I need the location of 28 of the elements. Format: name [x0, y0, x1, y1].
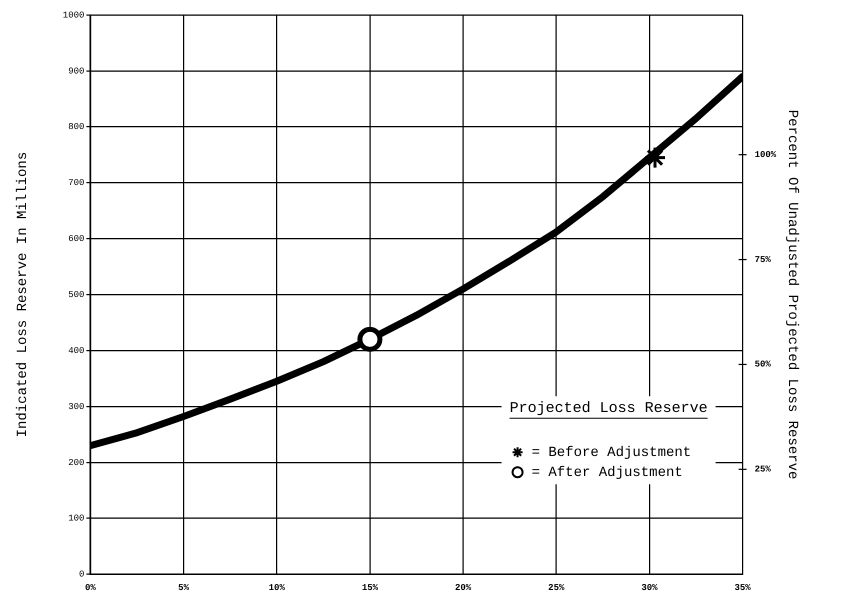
x-tick-label: 30%	[641, 582, 658, 593]
y-tick-label: 900	[68, 66, 84, 76]
x-tick-label: 20%	[454, 582, 472, 593]
x-tick-label: 15%	[362, 582, 379, 593]
x-tick-label: 10%	[268, 582, 286, 593]
y-tick-label: 700	[68, 178, 84, 188]
y-tick-label: 600	[68, 234, 84, 244]
y-tick-label: 800	[68, 122, 84, 132]
y-tick-label: 1000	[62, 10, 84, 20]
x-tick-label: 25%	[548, 582, 565, 593]
legend-label: = After Adjustment	[532, 464, 683, 481]
y-tick-label: 400	[68, 346, 84, 356]
y-tick-label: 300	[68, 402, 84, 412]
y-tick-label: 100	[68, 514, 84, 524]
y-tick-label: 200	[68, 458, 84, 468]
y2-tick-label: 50%	[754, 360, 772, 370]
legend-label: = Before Adjustment	[532, 444, 692, 461]
y2-tick-label: 25%	[754, 464, 772, 475]
y-tick-label: 0	[78, 570, 84, 580]
y2-tick-label: 100%	[754, 150, 777, 160]
y2-tick-label: 75%	[754, 254, 772, 265]
x-tick-label: 5%	[178, 582, 190, 593]
y2-axis-title: Percent Of Unadjusted Projected Loss Reserve	[784, 110, 800, 480]
x-tick-label: 35%	[734, 582, 752, 593]
y-axis-title: Indicated Loss Reserve In Millions	[15, 152, 32, 438]
legend-title: Projected Loss Reserve	[510, 400, 708, 418]
y-tick-label: 500	[68, 290, 84, 300]
x-tick-label: 0%	[84, 582, 96, 593]
